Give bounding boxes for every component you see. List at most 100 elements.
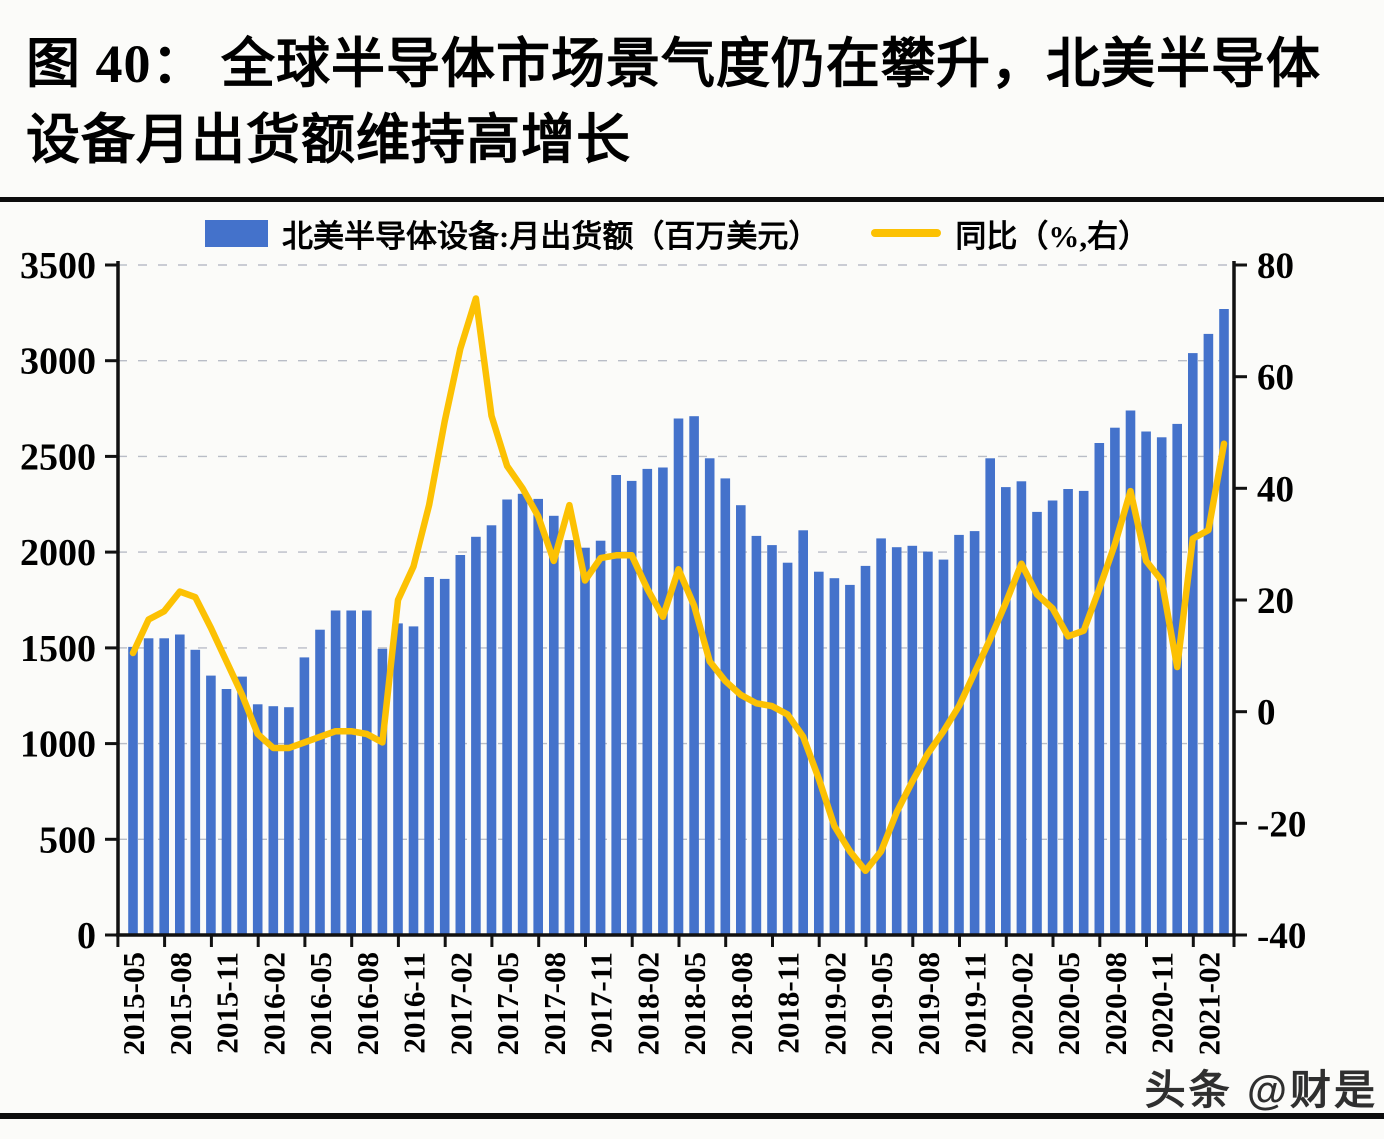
bar bbox=[580, 547, 590, 935]
x-axis-tick-label: 2020-05 bbox=[1051, 952, 1086, 1055]
x-axis-tick-label: 2017-08 bbox=[537, 952, 572, 1055]
x-axis-tick-label: 2019-11 bbox=[958, 952, 993, 1054]
bar bbox=[814, 571, 824, 935]
bar bbox=[237, 676, 247, 935]
right-axis-tick-label: 80 bbox=[1257, 246, 1294, 287]
right-axis-tick-label: 60 bbox=[1257, 358, 1294, 399]
bar bbox=[985, 458, 995, 935]
x-axis-tick-label: 2017-05 bbox=[490, 952, 525, 1055]
title-divider-rule bbox=[0, 197, 1384, 202]
x-axis-tick-label: 2015-05 bbox=[116, 952, 151, 1055]
bar bbox=[704, 458, 715, 935]
bar bbox=[455, 555, 466, 935]
bar bbox=[1110, 427, 1120, 935]
bar bbox=[658, 467, 668, 935]
bar-series bbox=[128, 309, 1229, 936]
bar bbox=[923, 551, 933, 935]
bar bbox=[736, 505, 746, 935]
bar bbox=[424, 577, 434, 935]
bar-series-swatch-icon bbox=[205, 219, 268, 247]
x-axis-labels: 2015-05 2015-08 2015-11 2016-02 2016-05 2016-… bbox=[116, 952, 1226, 1055]
x-axis-tick-label: 2016-08 bbox=[350, 952, 385, 1055]
bar bbox=[1141, 431, 1151, 935]
bar bbox=[299, 657, 310, 935]
bar bbox=[533, 498, 543, 935]
bar bbox=[408, 626, 419, 935]
bar bbox=[829, 578, 840, 935]
left-axis-tick-label: 3000 bbox=[20, 341, 96, 383]
x-axis-tick-label: 2018-02 bbox=[630, 952, 665, 1055]
bar bbox=[642, 468, 653, 935]
x-axis-tick-label: 2016-02 bbox=[256, 952, 291, 1055]
bar bbox=[626, 480, 637, 935]
watermark: 头条 @财是 bbox=[1144, 1067, 1378, 1113]
figure-title-line2: 设备月出货额维持高增长 bbox=[26, 110, 631, 170]
bar bbox=[190, 649, 201, 935]
bar bbox=[1078, 490, 1089, 935]
line-series-swatch-icon bbox=[871, 229, 942, 237]
bar bbox=[377, 648, 388, 935]
figure-title: 图 40： 全球半导体市场景气度仍在攀升，北美半导体 设备月出货额维持高增长 bbox=[26, 26, 1366, 178]
legend: 北美半导体设备:月出货额（百万美元） 同比（%,右） bbox=[205, 211, 1149, 255]
right-axis-tick-label: 40 bbox=[1257, 469, 1294, 510]
bar bbox=[876, 538, 886, 935]
bar bbox=[720, 478, 731, 935]
x-axis-tick-label: 2019-08 bbox=[911, 952, 946, 1055]
bar bbox=[564, 540, 575, 935]
yoy-line bbox=[129, 295, 1228, 875]
x-axis-tick-label: 2021-02 bbox=[1191, 952, 1226, 1055]
x-axis-tick-label: 2016-11 bbox=[397, 952, 432, 1054]
bar bbox=[673, 418, 684, 935]
bar bbox=[782, 562, 793, 935]
bar bbox=[751, 535, 762, 935]
bar bbox=[1032, 511, 1042, 935]
left-axis-tick-label: 0 bbox=[77, 915, 96, 957]
bar bbox=[689, 416, 699, 935]
left-axis-tick-label: 500 bbox=[39, 819, 96, 861]
legend-item-bar-series: 北美半导体设备:月出货额（百万美元） bbox=[205, 211, 819, 256]
bar bbox=[1047, 500, 1058, 935]
bar bbox=[128, 646, 138, 935]
bar bbox=[502, 499, 512, 935]
x-axis-tick-label: 2018-08 bbox=[724, 952, 759, 1055]
bar bbox=[315, 629, 325, 935]
legend-item-line-series: 同比（%,右） bbox=[871, 211, 1149, 256]
bar bbox=[143, 638, 154, 935]
bar bbox=[346, 610, 356, 935]
bar-series-label: 北美半导体设备:月出货额（百万美元） bbox=[282, 218, 820, 254]
right-axis-tick-label: -20 bbox=[1257, 804, 1306, 845]
bar bbox=[486, 525, 497, 935]
bar bbox=[1063, 489, 1073, 935]
bar bbox=[860, 565, 871, 935]
x-axis-tick-label: 2017-11 bbox=[584, 952, 619, 1054]
bar bbox=[1188, 353, 1198, 936]
bar bbox=[1156, 437, 1167, 935]
x-axis-tick-label: 2020-11 bbox=[1145, 952, 1180, 1054]
x-axis-tick-label: 2019-02 bbox=[817, 952, 852, 1055]
x-axis-tick-label: 2019-05 bbox=[864, 952, 899, 1055]
bar bbox=[284, 707, 294, 935]
x-axis-tick-label: 2020-08 bbox=[1098, 952, 1133, 1055]
bar bbox=[969, 531, 980, 935]
bar bbox=[1172, 423, 1182, 935]
axes: 0 500 1000 1500 2000 2500 3000 3500 -40 -20 0 20 40 6… bbox=[20, 245, 1306, 957]
right-axis-tick-label: 20 bbox=[1257, 581, 1294, 622]
bottom-rule bbox=[0, 1113, 1384, 1119]
left-axis-tick-label: 1500 bbox=[20, 628, 96, 670]
bar bbox=[907, 545, 918, 935]
bar bbox=[1016, 481, 1027, 935]
bar bbox=[549, 515, 559, 935]
bar bbox=[221, 689, 232, 935]
bar bbox=[891, 547, 902, 935]
bar bbox=[517, 493, 528, 935]
bar bbox=[393, 623, 403, 935]
bar bbox=[1125, 410, 1136, 935]
bar bbox=[362, 610, 372, 935]
bar bbox=[767, 545, 777, 935]
bar bbox=[595, 540, 606, 935]
x-axis-tick-label: 2015-08 bbox=[163, 952, 198, 1055]
bar bbox=[330, 610, 341, 935]
right-axis-tick-label: 0 bbox=[1257, 693, 1276, 734]
